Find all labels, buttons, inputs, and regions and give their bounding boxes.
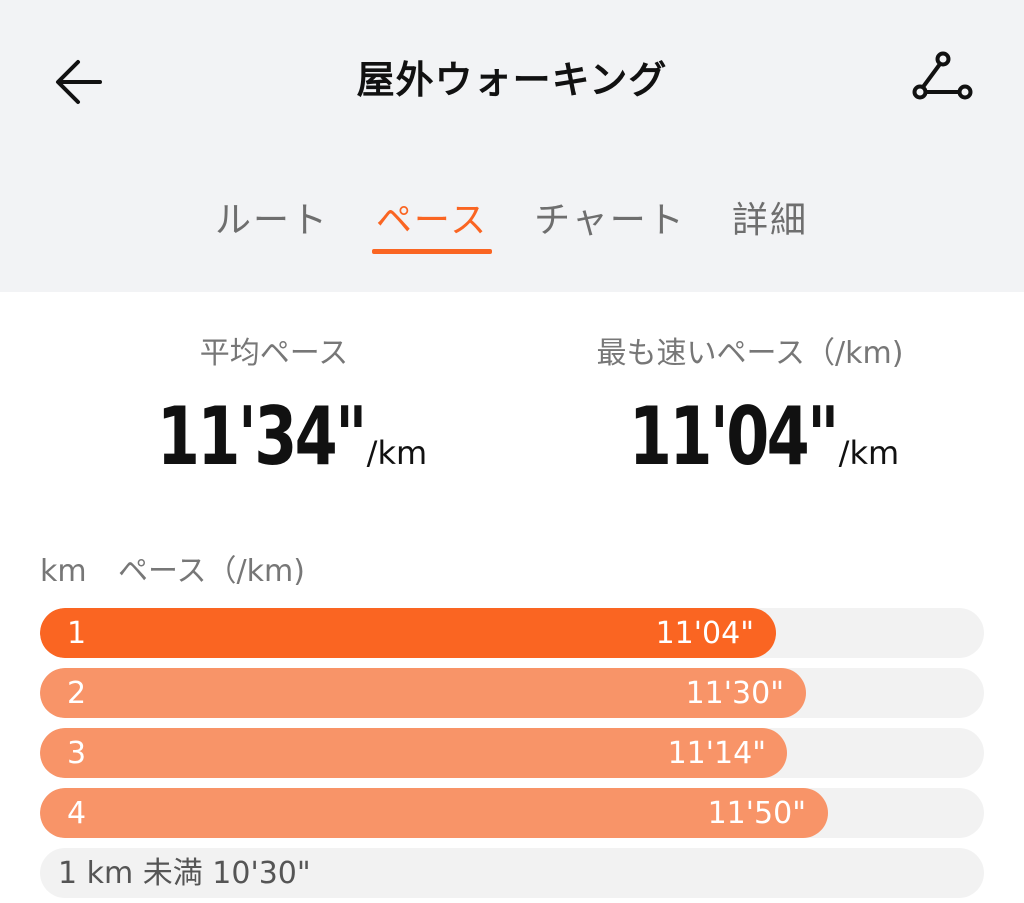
splits-header-pace: ペース（/km)	[118, 554, 305, 589]
route-path-icon	[912, 51, 973, 100]
split-pace: 11'04"	[655, 616, 754, 651]
split-row: 3 11'14"	[40, 728, 984, 778]
tab-pace-label: ペース	[375, 200, 489, 241]
splits-header-km: km	[40, 554, 87, 589]
split-bar	[40, 788, 828, 838]
tab-pace[interactable]: ペース	[372, 190, 492, 260]
split-pace: 11'50"	[707, 796, 806, 831]
tab-route[interactable]: ルート	[212, 190, 332, 260]
average-pace-value-group: 11'34"/km	[100, 392, 450, 482]
tab-details[interactable]: 詳細	[725, 190, 815, 260]
split-bar-fastest	[40, 608, 776, 658]
split-pace: 11'30"	[685, 676, 784, 711]
fastest-pace-unit: /km	[838, 434, 900, 472]
tab-details-label: 詳細	[731, 200, 808, 241]
route-button[interactable]	[906, 46, 978, 118]
tab-chart[interactable]: チャート	[530, 190, 690, 260]
split-row-remainder: 1 km 未満 10'30"	[40, 848, 984, 898]
split-km: 4	[67, 796, 87, 831]
header-area: 屋外ウォーキング ルート ペース チャート 詳細	[0, 0, 1024, 292]
page-title: 屋外ウォーキング	[356, 58, 668, 102]
fastest-pace-label: 最も速いペース（/km)	[596, 336, 904, 371]
tab-chart-label: チャート	[534, 200, 686, 241]
split-row: 4 11'50"	[40, 788, 984, 838]
tab-route-label: ルート	[214, 200, 329, 241]
average-pace-label: 平均ペース	[199, 336, 349, 371]
remainder-split-text: 1 km 未満 10'30"	[58, 856, 311, 891]
fastest-pace-value: 11'04"	[628, 390, 840, 483]
average-pace-value: 11'34"	[156, 390, 368, 483]
splits-header: km ペース（/km)	[40, 550, 305, 594]
tab-bar: ルート ペース チャート 詳細	[0, 190, 1024, 265]
active-tab-indicator	[372, 249, 492, 254]
back-button[interactable]	[44, 46, 116, 118]
split-pace: 11'14"	[667, 736, 766, 771]
fastest-pace-value-group: 11'04"/km	[572, 392, 922, 482]
arrow-left-icon	[56, 60, 102, 104]
average-pace-unit: /km	[366, 434, 428, 472]
split-km: 2	[67, 676, 87, 711]
split-km: 3	[67, 736, 87, 771]
split-row: 1 11'04"	[40, 608, 984, 658]
split-bar	[40, 728, 787, 778]
split-bar	[40, 668, 806, 718]
split-row: 2 11'30"	[40, 668, 984, 718]
split-km: 1	[67, 616, 87, 651]
